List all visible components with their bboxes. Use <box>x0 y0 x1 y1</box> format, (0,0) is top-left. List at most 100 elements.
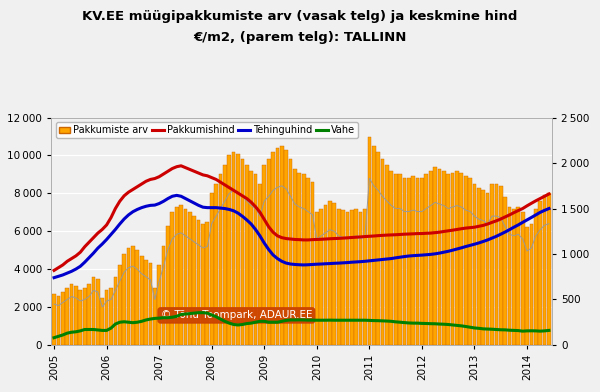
Bar <box>52 294 56 345</box>
Bar <box>96 279 100 345</box>
Bar <box>530 224 533 345</box>
Legend: Pakkumiste arv, Pakkumishind, Tehinguhind, Vahe: Pakkumiste arv, Pakkumishind, Tehinguhin… <box>56 122 358 138</box>
Bar <box>437 169 442 345</box>
Bar <box>389 171 393 345</box>
Bar <box>284 150 288 345</box>
Bar <box>494 184 498 345</box>
Bar <box>109 288 113 345</box>
Bar <box>302 174 305 345</box>
Bar <box>157 265 161 345</box>
Bar <box>258 184 262 345</box>
Bar <box>218 174 223 345</box>
Bar <box>293 169 297 345</box>
Bar <box>451 172 454 345</box>
Bar <box>355 209 358 345</box>
Bar <box>477 188 481 345</box>
Bar <box>113 277 117 345</box>
Bar <box>547 193 551 345</box>
Bar <box>385 165 389 345</box>
Bar <box>153 288 157 345</box>
Bar <box>197 220 200 345</box>
Bar <box>56 296 61 345</box>
Bar <box>289 159 292 345</box>
Bar <box>105 290 109 345</box>
Bar <box>433 167 437 345</box>
Bar <box>298 172 301 345</box>
Bar <box>319 209 323 345</box>
Bar <box>525 227 529 345</box>
Bar <box>87 284 91 345</box>
Bar <box>83 288 86 345</box>
Bar <box>205 222 209 345</box>
Bar <box>210 193 214 345</box>
Bar <box>136 250 139 345</box>
Bar <box>311 182 314 345</box>
Text: KV.EE müügipakkumiste arv (vasak telg) ja keskmine hind: KV.EE müügipakkumiste arv (vasak telg) j… <box>82 10 518 23</box>
Bar <box>241 159 244 345</box>
Bar <box>70 284 73 345</box>
Bar <box>328 201 332 345</box>
Bar <box>214 184 218 345</box>
Bar <box>380 159 385 345</box>
Bar <box>490 184 494 345</box>
Bar <box>517 207 520 345</box>
Bar <box>140 256 143 345</box>
Bar <box>429 171 433 345</box>
Bar <box>442 171 446 345</box>
Bar <box>227 156 231 345</box>
Bar <box>254 174 257 345</box>
Bar <box>460 172 463 345</box>
Bar <box>521 212 524 345</box>
Bar <box>542 195 547 345</box>
Bar <box>499 186 503 345</box>
Bar <box>468 178 472 345</box>
Bar <box>359 212 362 345</box>
Bar <box>337 209 341 345</box>
Bar <box>74 286 78 345</box>
Bar <box>61 292 65 345</box>
Bar <box>175 207 179 345</box>
Bar <box>271 152 275 345</box>
Bar <box>473 184 476 345</box>
Bar <box>534 209 538 345</box>
Bar <box>538 201 542 345</box>
Bar <box>512 209 516 345</box>
Bar <box>262 165 266 345</box>
Bar <box>372 146 376 345</box>
Bar <box>122 254 126 345</box>
Bar <box>280 146 284 345</box>
Bar <box>455 171 459 345</box>
Bar <box>118 265 122 345</box>
Bar <box>201 224 205 345</box>
Bar <box>403 178 406 345</box>
Bar <box>315 212 319 345</box>
Bar <box>131 247 135 345</box>
Text: © Tõnu Toompark, ADAUR.EE: © Tõnu Toompark, ADAUR.EE <box>161 310 312 320</box>
Bar <box>232 152 235 345</box>
Bar <box>275 148 279 345</box>
Bar <box>79 290 82 345</box>
Bar <box>368 136 371 345</box>
Bar <box>503 197 507 345</box>
Bar <box>446 174 450 345</box>
Bar <box>193 216 196 345</box>
Bar <box>161 247 166 345</box>
Bar <box>166 226 170 345</box>
Bar <box>245 165 248 345</box>
Bar <box>249 171 253 345</box>
Bar <box>332 203 336 345</box>
Text: €/m2, (parem telg): TALLINN: €/m2, (parem telg): TALLINN <box>193 31 407 44</box>
Bar <box>92 277 95 345</box>
Bar <box>412 176 415 345</box>
Bar <box>346 212 349 345</box>
Bar <box>144 260 148 345</box>
Bar <box>464 176 467 345</box>
Bar <box>223 165 227 345</box>
Bar <box>508 207 511 345</box>
Bar <box>170 212 174 345</box>
Bar <box>179 205 183 345</box>
Bar <box>149 263 152 345</box>
Bar <box>306 178 310 345</box>
Bar <box>324 205 328 345</box>
Bar <box>100 298 104 345</box>
